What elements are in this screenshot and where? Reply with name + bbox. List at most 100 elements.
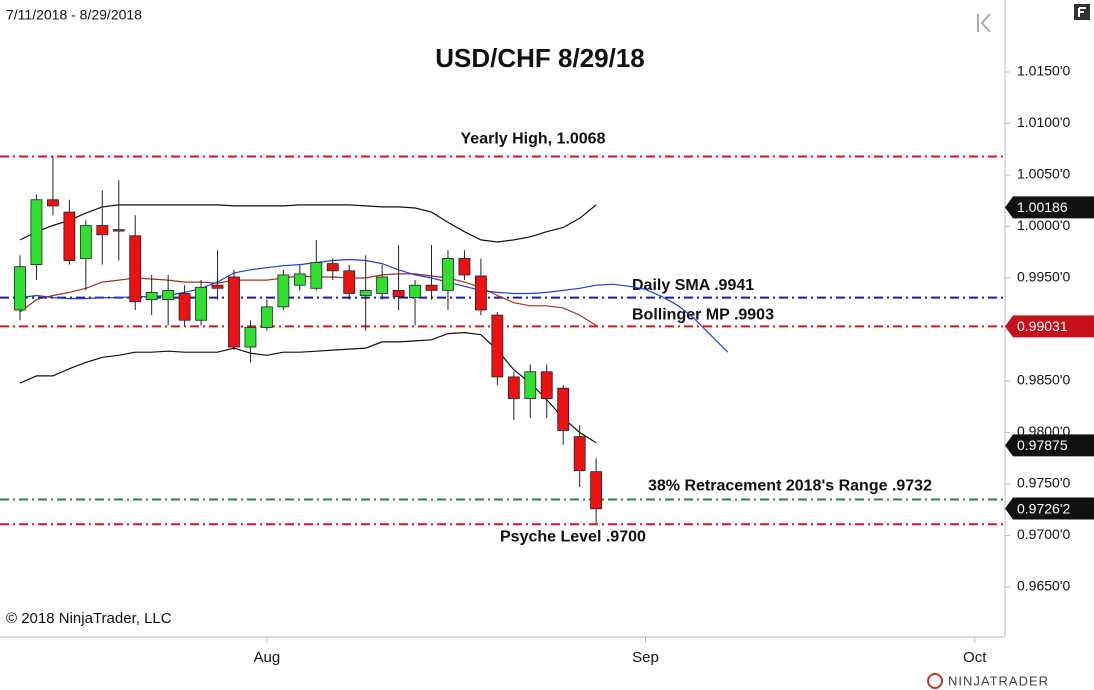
candle-body [145, 292, 158, 301]
candle-body [409, 284, 421, 298]
candle [376, 264, 389, 300]
candle [540, 364, 553, 419]
format-icon [1078, 7, 1086, 17]
candle-body [474, 275, 487, 311]
candle-body [244, 327, 257, 348]
candle [491, 312, 504, 386]
date-range: 7/11/2018 - 8/29/2018 [6, 7, 142, 23]
candle-body [277, 274, 290, 308]
y-tick-label: 1.0100'0 [1017, 114, 1070, 130]
price-marker [1005, 315, 1094, 338]
candle [293, 264, 306, 291]
logo-icon [927, 673, 943, 689]
candle-body [261, 306, 273, 328]
indicator-line [19, 204, 597, 243]
candle-body [112, 229, 125, 232]
candle [474, 258, 487, 316]
candle [425, 245, 438, 300]
candle [326, 258, 339, 281]
candle [79, 220, 92, 291]
candle [590, 458, 603, 524]
candle-body [590, 471, 603, 510]
level-label: Daily SMA .9941 [632, 277, 754, 294]
candle-body [228, 276, 240, 348]
y-tick-label: 0.9850'0 [1017, 372, 1070, 388]
candle-body [376, 276, 389, 294]
price-marker [1005, 434, 1094, 457]
y-tick-label: 0.9950'0 [1017, 269, 1070, 285]
chart-title: USD/CHF 8/29/18 [435, 43, 645, 73]
candle-body [195, 286, 207, 321]
candle [30, 194, 43, 281]
candle [392, 245, 405, 310]
candle-body [310, 262, 323, 289]
candle [573, 425, 586, 488]
indicator-line [19, 273, 597, 326]
price-marker-label: 0.9726'2 [1017, 500, 1070, 516]
x-tick-label: Sep [632, 649, 659, 666]
candle [557, 385, 570, 445]
candle-body [359, 289, 372, 296]
y-tick-label: 0.9750'0 [1017, 475, 1070, 491]
candle [343, 264, 356, 300]
candle [178, 285, 191, 326]
candle [228, 269, 240, 351]
candle-body [540, 371, 553, 399]
candle-body [178, 293, 191, 321]
candle [524, 364, 537, 419]
candle [195, 280, 207, 326]
candle [14, 255, 26, 321]
price-marker-label: 0.99031 [1017, 318, 1068, 334]
scroll-button[interactable] [977, 13, 991, 33]
candle [96, 190, 109, 265]
candle-body [491, 314, 504, 378]
candle [277, 269, 290, 310]
candle-body [425, 284, 438, 291]
candle-body [162, 289, 175, 301]
candle-body [129, 235, 142, 303]
price-marker-label: 0.97875 [1017, 437, 1068, 453]
candle [162, 274, 175, 326]
candle-body [30, 199, 43, 266]
candle-body [63, 211, 76, 261]
candle [310, 239, 323, 291]
candle-body [524, 371, 537, 399]
logo: NINJATRADER [927, 673, 1049, 689]
candle [261, 299, 273, 331]
y-tick-label: 1.0150'0 [1017, 63, 1070, 79]
candle-body [293, 273, 306, 286]
level-label: Psyche Level .9700 [500, 528, 646, 545]
y-tick-label: 0.9700'0 [1017, 526, 1070, 542]
candle [507, 371, 520, 421]
y-tick-label: 1.0000'0 [1017, 217, 1070, 233]
candle [145, 274, 158, 316]
x-tick-label: Oct [963, 649, 987, 666]
candle-body [14, 266, 26, 311]
candle-body [557, 387, 570, 431]
candle-body [96, 225, 109, 236]
candle-body [211, 284, 224, 289]
candle [442, 250, 454, 310]
price-marker [1005, 497, 1094, 520]
candle-body [442, 258, 454, 291]
candle-body [47, 199, 59, 207]
candle-body [79, 225, 92, 259]
copyright: © 2018 NinjaTrader, LLC [6, 610, 172, 627]
x-tick-label: Aug [254, 649, 281, 666]
price-marker [1005, 196, 1094, 219]
candle [129, 215, 142, 310]
candle-body [343, 270, 356, 294]
logo-text: NINJATRADER [948, 673, 1049, 688]
candle [63, 199, 76, 265]
candle-body [326, 263, 339, 272]
level-label: Yearly High, 1.0068 [461, 131, 606, 148]
candle [244, 320, 257, 363]
candle [211, 250, 224, 300]
level-label: Bollinger MP .9903 [632, 307, 774, 324]
price-marker-label: 1.00186 [1017, 199, 1068, 215]
y-tick-label: 0.9650'0 [1017, 578, 1070, 594]
controls [977, 4, 1090, 33]
candle [409, 280, 421, 326]
